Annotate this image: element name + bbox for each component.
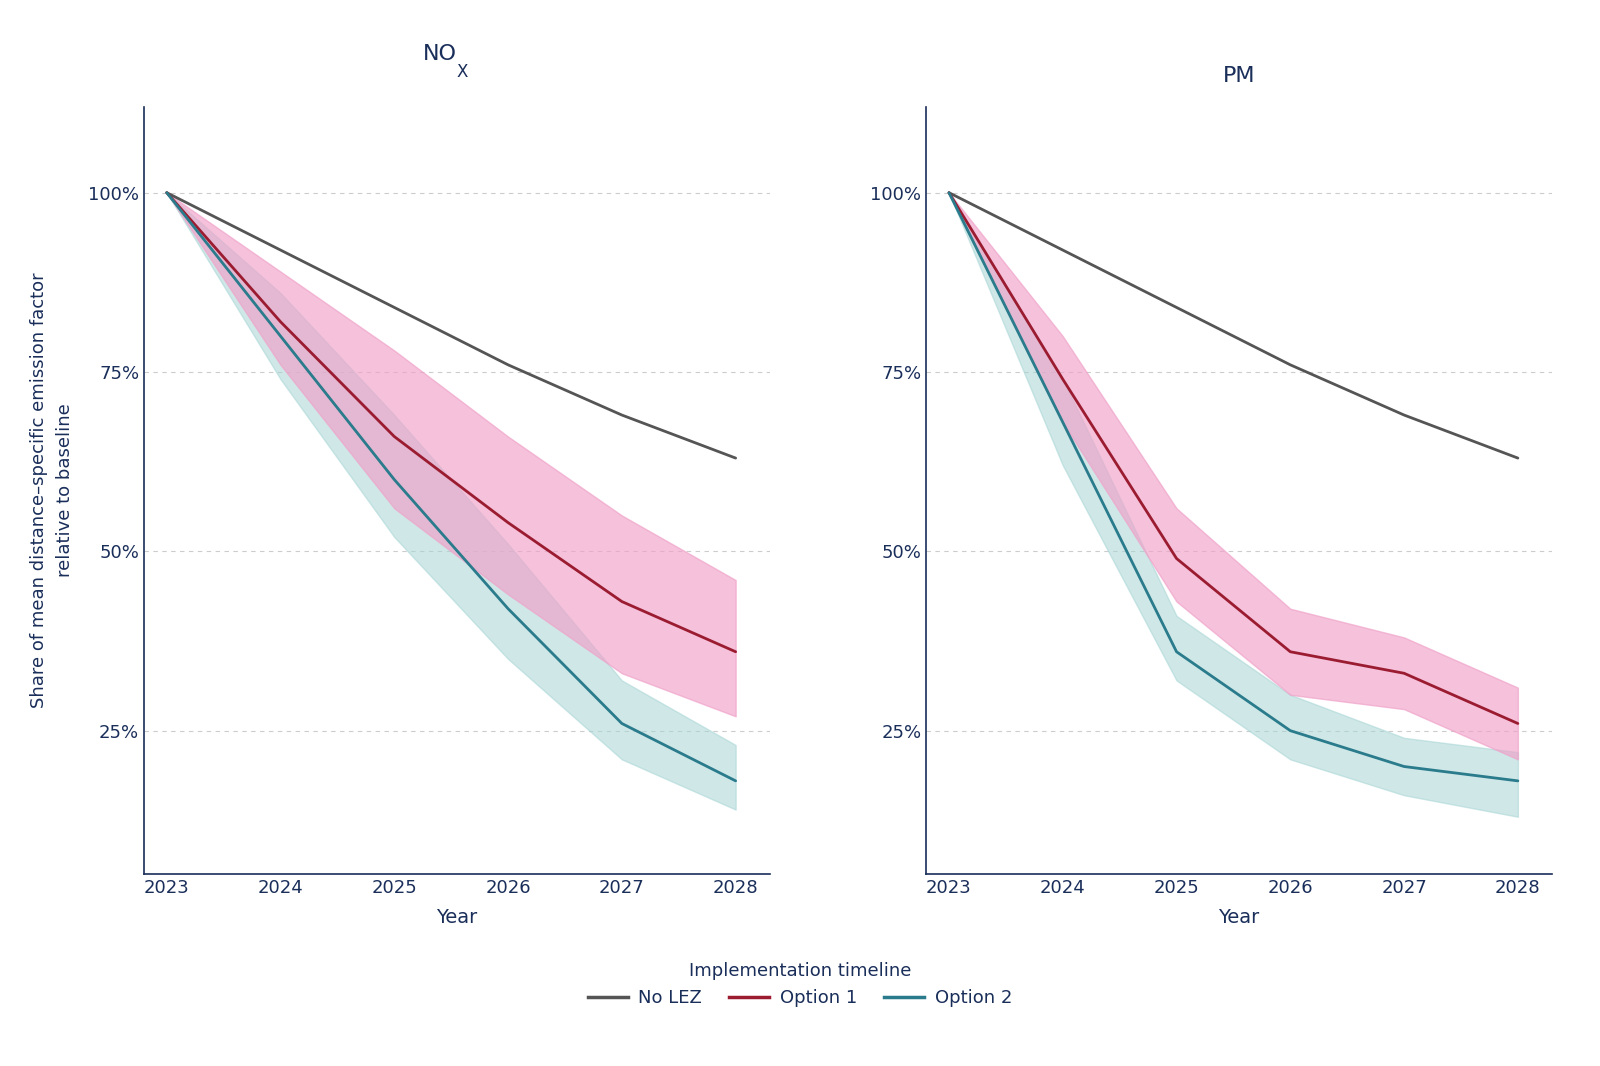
Legend: No LEZ, Option 1, Option 2: No LEZ, Option 1, Option 2 (581, 955, 1019, 1015)
Text: X: X (458, 63, 469, 81)
Y-axis label: Share of mean distance–specific emission factor
relative to baseline: Share of mean distance–specific emission… (30, 273, 74, 708)
X-axis label: Year: Year (437, 908, 477, 927)
Text: NO: NO (422, 45, 458, 64)
Title: PM: PM (1222, 66, 1256, 85)
X-axis label: Year: Year (1219, 908, 1259, 927)
